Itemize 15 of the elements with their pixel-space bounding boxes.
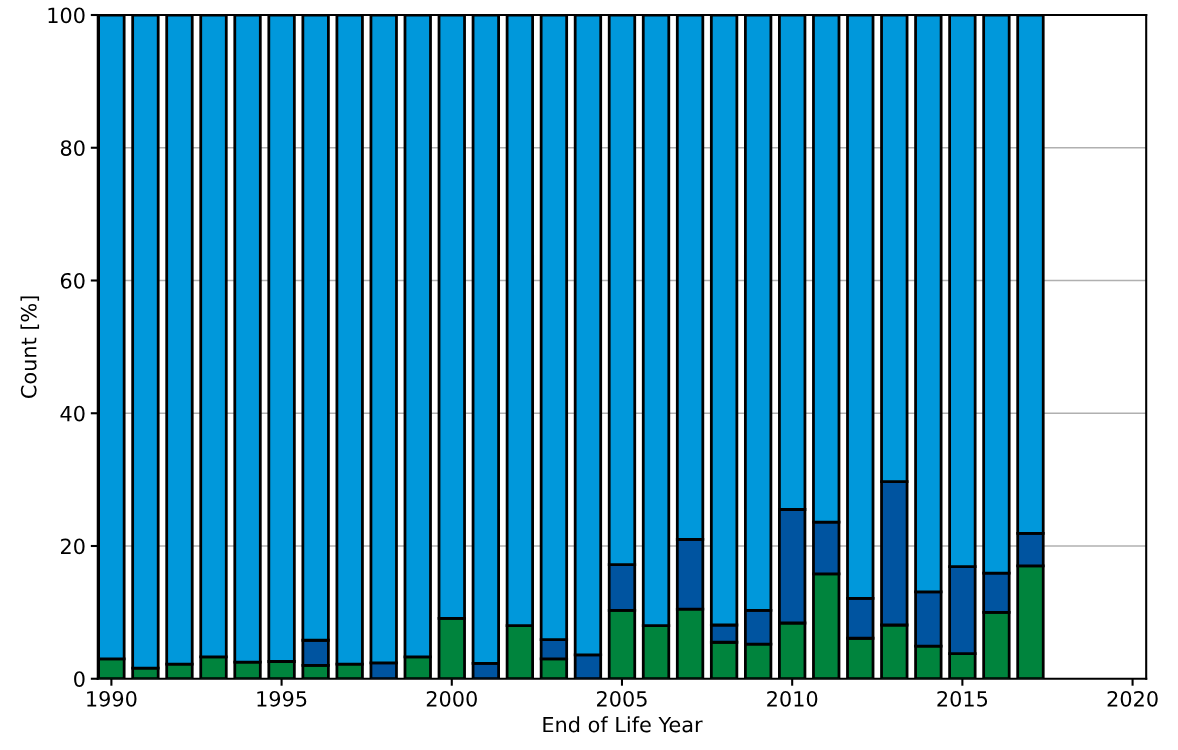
y-tick-label: 0 [74, 671, 85, 687]
y-tick-label: 20 [60, 538, 85, 555]
y-axis-title: Count [%] [20, 296, 40, 398]
y-tick-label: 60 [60, 272, 85, 289]
y-tick-label: 80 [60, 140, 85, 156]
x-tick-label: 2020 [1107, 690, 1158, 707]
x-tick-label: 2005 [597, 690, 647, 707]
x-tick-label: 2015 [937, 690, 988, 707]
y-tick-label: 100 [48, 7, 85, 24]
y-tick-label: 40 [60, 405, 85, 422]
x-tick-label: 1995 [257, 690, 307, 707]
x-tick-label: 2000 [426, 690, 477, 707]
x-axis-title: End of Life Year [543, 716, 703, 733]
x-tick-label: 2010 [767, 690, 818, 707]
x-tick-label: 1990 [87, 690, 137, 707]
